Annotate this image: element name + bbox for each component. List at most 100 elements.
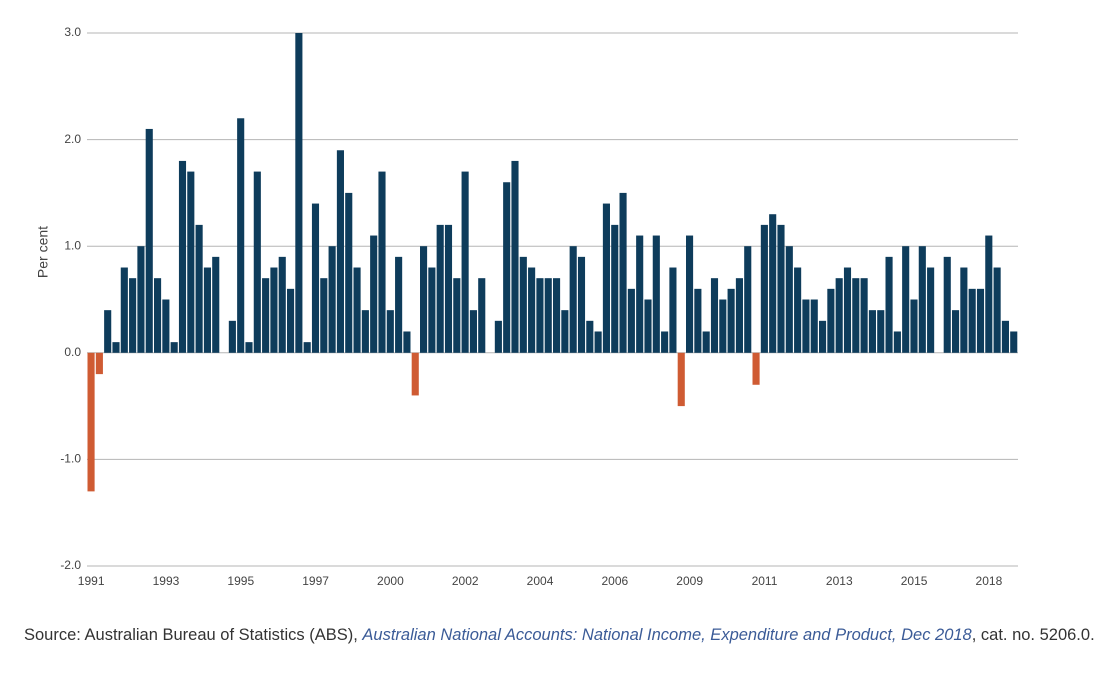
bar [245, 342, 253, 353]
bar [710, 278, 719, 353]
bar [511, 160, 519, 353]
bar [145, 128, 153, 353]
bar [661, 331, 669, 353]
bar [453, 278, 461, 353]
bar [436, 224, 444, 353]
bar [577, 256, 586, 353]
x-tick-label: 2018 [976, 574, 1003, 588]
x-tick-label: 2015 [901, 574, 928, 588]
bar [212, 256, 220, 353]
bar [303, 342, 311, 353]
bar [469, 310, 477, 353]
bar [785, 246, 793, 353]
bar [336, 150, 344, 353]
bar [203, 267, 211, 353]
bar [968, 288, 976, 353]
bar [918, 246, 926, 353]
bar [810, 299, 818, 353]
bar [154, 278, 162, 353]
source-link[interactable]: Australian National Accounts: National I… [362, 626, 972, 644]
y-tick-label: -1.0 [60, 452, 81, 466]
bar [87, 352, 95, 492]
bar [569, 246, 577, 353]
bar [794, 267, 802, 353]
bar [594, 331, 602, 353]
bar [769, 214, 777, 353]
x-tick-label: 1993 [153, 574, 180, 588]
bar [278, 256, 286, 353]
bar [295, 33, 303, 353]
bar [669, 267, 677, 353]
x-tick-label: 1995 [227, 574, 254, 588]
y-tick-label: -2.0 [60, 558, 81, 572]
x-tick-label: 2004 [527, 574, 554, 588]
y-axis-label: Per cent [35, 226, 51, 278]
bar [170, 342, 178, 353]
bar [993, 267, 1001, 353]
bar [627, 288, 635, 353]
bar [353, 267, 361, 353]
bar [694, 288, 702, 353]
bar [120, 267, 128, 353]
bar [702, 331, 710, 353]
bar [885, 256, 893, 353]
chart: Per cent -2.0 -1.0 0.0 1.0 2.0 3.0 1991 1993 199… [35, 25, 1018, 588]
bar [852, 278, 860, 353]
bar [536, 278, 544, 353]
x-tick-label: 1991 [78, 574, 105, 588]
x-tick-label: 2000 [377, 574, 404, 588]
bar [386, 310, 394, 353]
bar [719, 299, 727, 353]
bar [104, 310, 112, 353]
bar [395, 256, 403, 353]
bar [444, 224, 453, 353]
x-tick-label: 2009 [676, 574, 703, 588]
bar [428, 267, 436, 353]
bar [652, 235, 660, 353]
bar [760, 224, 768, 353]
source-prefix: Source: Australian Bureau of Statistics … [24, 626, 363, 644]
bar [503, 182, 511, 353]
bar [985, 235, 993, 353]
bar [519, 256, 527, 353]
x-tick-label: 1997 [302, 574, 329, 588]
bar [112, 342, 120, 353]
bar [420, 246, 428, 353]
bar [370, 235, 378, 353]
bar [735, 278, 743, 353]
bar [345, 192, 353, 353]
bar [860, 278, 868, 353]
y-tick-label: 3.0 [64, 25, 81, 39]
bar [611, 224, 619, 353]
x-tick-label: 2006 [601, 574, 628, 588]
bar [802, 299, 810, 353]
bar [328, 246, 336, 353]
bar [744, 246, 752, 353]
bar [943, 256, 951, 353]
bar [137, 246, 145, 353]
bar [262, 278, 270, 353]
y-tick-label: 1.0 [64, 238, 81, 252]
bar [1010, 331, 1018, 353]
bar [827, 288, 835, 353]
bar [727, 288, 735, 353]
bar [893, 331, 901, 353]
bar [777, 224, 785, 353]
bar [952, 310, 960, 353]
bar [270, 267, 278, 353]
bar [927, 267, 935, 353]
bar [544, 278, 552, 353]
bar [478, 278, 486, 353]
bar [602, 203, 610, 353]
bar [461, 171, 469, 353]
x-tick-label: 2011 [752, 574, 778, 588]
bar [178, 160, 187, 353]
bar [819, 320, 827, 353]
bar [1001, 320, 1009, 353]
bar [910, 299, 918, 353]
bar [162, 299, 170, 353]
bar [902, 246, 910, 353]
bar [237, 118, 245, 353]
bar [228, 320, 236, 353]
